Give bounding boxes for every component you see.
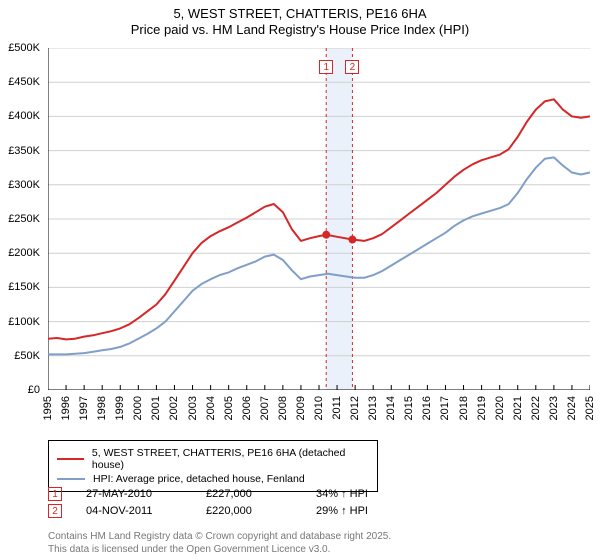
transaction-price: £227,000: [206, 488, 316, 500]
footer-line-2: This data is licensed under the Open Gov…: [48, 544, 391, 557]
x-tick-label: 2003: [187, 396, 199, 420]
plot-area: 12: [48, 48, 590, 390]
x-tick-label: 2012: [349, 396, 361, 420]
x-tick-label: 2014: [385, 396, 397, 420]
x-tick-label: 2020: [494, 396, 506, 420]
footer-line-1: Contains HM Land Registry data © Crown c…: [48, 531, 391, 544]
transaction-delta: 34% ↑ HPI: [316, 488, 368, 500]
x-tick-label: 2022: [530, 396, 542, 420]
title-line-1: 5, WEST STREET, CHATTERIS, PE16 6HA: [0, 6, 600, 21]
y-tick-label: £150K: [8, 281, 40, 293]
x-tick-label: 2010: [313, 396, 325, 420]
x-tick-label: 2001: [150, 396, 162, 420]
x-tick-label: 2000: [132, 396, 144, 420]
x-tick-label: 2023: [548, 396, 560, 420]
y-tick-label: £50K: [14, 350, 40, 362]
y-tick-label: £350K: [8, 145, 40, 157]
x-tick-label: 2013: [367, 396, 379, 420]
x-tick-label: 1996: [60, 396, 72, 420]
x-tick-label: 2021: [512, 396, 524, 420]
legend-label: 5, WEST STREET, CHATTERIS, PE16 6HA (det…: [92, 447, 369, 471]
transaction-list: 1 27-MAY-2010£227,00034% ↑ HPI 2 04-NOV-201…: [48, 484, 368, 521]
chart-marker-badge-1: 1: [319, 60, 333, 74]
x-tick-label: 2025: [584, 396, 596, 420]
x-tick-label: 2015: [403, 396, 415, 420]
x-tick-label: 2018: [458, 396, 470, 420]
x-tick-label: 2004: [205, 396, 217, 420]
x-tick-label: 2009: [295, 396, 307, 420]
y-tick-label: £400K: [8, 110, 40, 122]
x-tick-label: 1998: [96, 396, 108, 420]
title-block: 5, WEST STREET, CHATTERIS, PE16 6HA Pric…: [0, 0, 600, 37]
y-tick-label: £250K: [8, 213, 40, 225]
transaction-row: 1 27-MAY-2010£227,00034% ↑ HPI: [48, 487, 368, 501]
x-tick-label: 2016: [421, 396, 433, 420]
y-tick-label: £200K: [8, 247, 40, 259]
legend-row: 5, WEST STREET, CHATTERIS, PE16 6HA (det…: [57, 447, 369, 471]
x-tick-label: 2024: [566, 396, 578, 420]
footer: Contains HM Land Registry data © Crown c…: [48, 531, 391, 556]
chart-svg: [48, 48, 590, 390]
legend-swatch: [57, 458, 84, 460]
y-tick-label: £100K: [8, 316, 40, 328]
x-axis: 1995199619971998199920002001200220032004…: [48, 390, 590, 438]
transaction-badge: 1: [48, 487, 62, 501]
transaction-row: 2 04-NOV-2011£220,00029% ↑ HPI: [48, 504, 368, 518]
x-tick-label: 2011: [331, 396, 343, 420]
title-line-2: Price paid vs. HM Land Registry's House …: [0, 22, 600, 37]
y-tick-label: £0: [28, 384, 40, 396]
chart-container: 5, WEST STREET, CHATTERIS, PE16 6HA Pric…: [0, 0, 600, 560]
x-tick-label: 1999: [114, 396, 126, 420]
transaction-date: 27-MAY-2010: [86, 488, 206, 500]
transaction-price: £220,000: [206, 505, 316, 517]
y-tick-label: £300K: [8, 179, 40, 191]
x-tick-label: 2005: [223, 396, 235, 420]
transaction-date: 04-NOV-2011: [86, 505, 206, 517]
x-tick-label: 1997: [78, 396, 90, 420]
x-tick-label: 2017: [439, 396, 451, 420]
x-tick-label: 2008: [277, 396, 289, 420]
transaction-badge: 2: [48, 504, 62, 518]
legend-swatch: [57, 478, 85, 480]
x-tick-label: 1995: [42, 396, 54, 420]
y-tick-label: £450K: [8, 76, 40, 88]
x-tick-label: 2019: [476, 396, 488, 420]
x-tick-label: 2007: [259, 396, 271, 420]
x-tick-label: 2002: [168, 396, 180, 420]
y-tick-label: £500K: [8, 42, 40, 54]
transaction-delta: 29% ↑ HPI: [316, 505, 368, 517]
chart-marker-badge-2: 2: [345, 60, 359, 74]
x-tick-label: 2006: [241, 396, 253, 420]
y-axis: £0£50K£100K£150K£200K£250K£300K£350K£400…: [0, 48, 44, 390]
